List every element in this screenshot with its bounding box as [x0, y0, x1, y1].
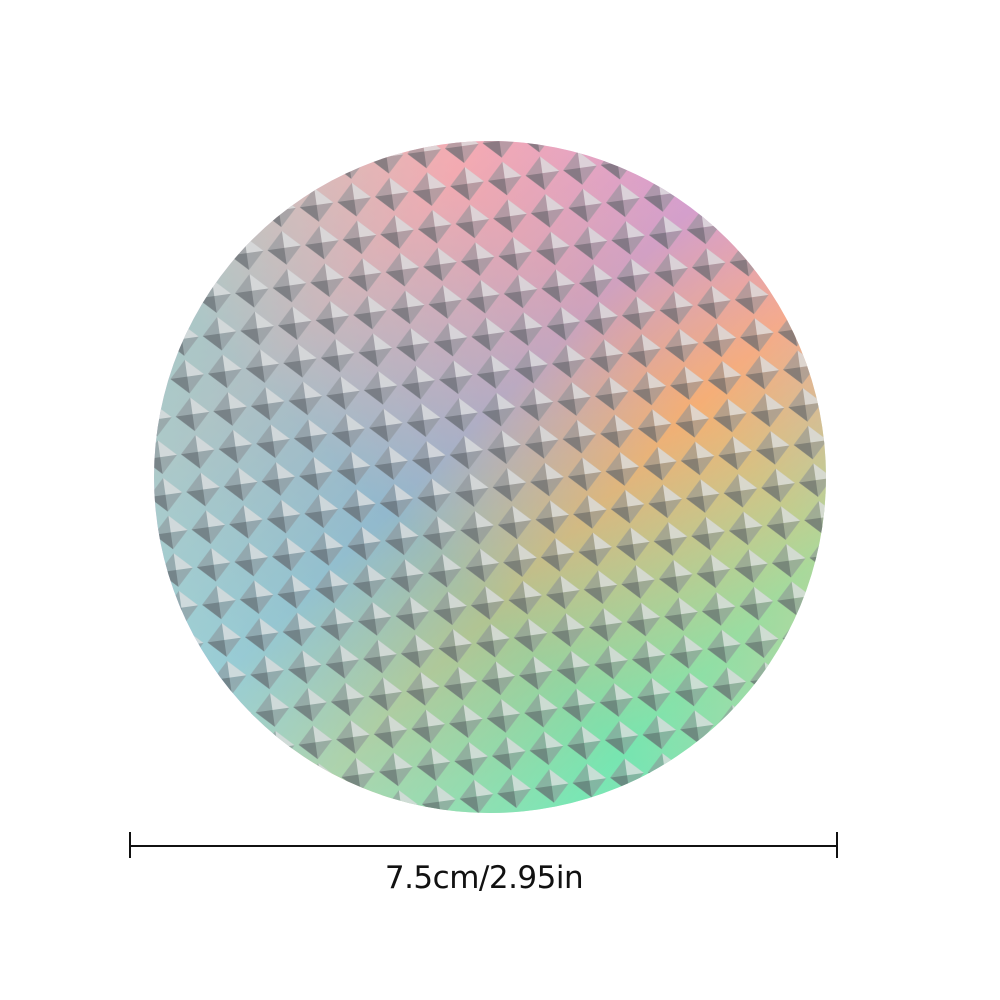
- dimension-label: 7.5cm/2.95in: [384, 860, 584, 896]
- dimension-end-tick: [836, 832, 838, 858]
- dimension-line: [130, 845, 838, 847]
